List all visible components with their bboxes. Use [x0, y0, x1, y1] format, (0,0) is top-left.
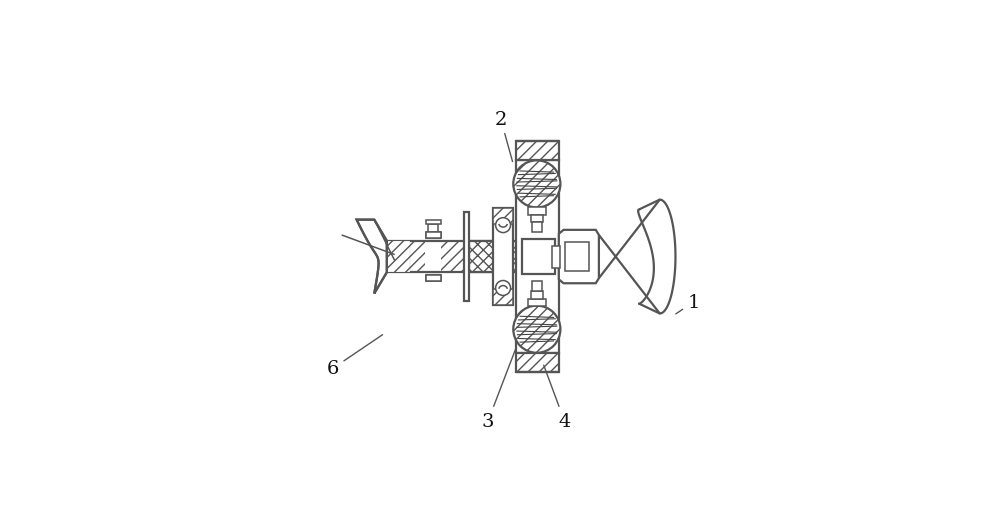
Bar	[532, 223, 542, 233]
Bar	[493, 289, 513, 305]
Bar	[425, 241, 441, 273]
Bar	[426, 275, 441, 281]
Bar	[387, 241, 495, 273]
Bar	[531, 215, 543, 223]
Bar	[516, 353, 559, 372]
Text: 3: 3	[482, 350, 515, 430]
Text: 6: 6	[326, 335, 383, 378]
Text: 4: 4	[544, 365, 571, 430]
Polygon shape	[357, 220, 387, 294]
Bar	[426, 275, 441, 281]
Bar	[493, 209, 513, 305]
Circle shape	[513, 306, 560, 353]
Circle shape	[496, 281, 511, 296]
Bar	[428, 225, 438, 233]
Bar	[426, 220, 441, 225]
Polygon shape	[357, 220, 387, 294]
Bar	[469, 241, 559, 273]
Polygon shape	[599, 200, 675, 314]
Bar	[532, 281, 542, 291]
Bar	[426, 233, 441, 239]
Bar	[516, 161, 559, 353]
Bar	[464, 213, 469, 301]
Bar	[528, 299, 546, 306]
Circle shape	[496, 218, 511, 233]
Bar	[516, 142, 559, 161]
Bar	[552, 246, 560, 268]
Bar	[493, 209, 513, 225]
Bar	[386, 241, 410, 273]
Bar	[528, 208, 546, 215]
Polygon shape	[559, 231, 599, 284]
Bar	[426, 233, 441, 239]
Bar	[565, 242, 589, 272]
Text: 2: 2	[495, 111, 513, 162]
Bar	[531, 291, 543, 299]
Bar	[522, 239, 555, 275]
Circle shape	[513, 161, 560, 208]
Text: 1: 1	[676, 293, 700, 314]
